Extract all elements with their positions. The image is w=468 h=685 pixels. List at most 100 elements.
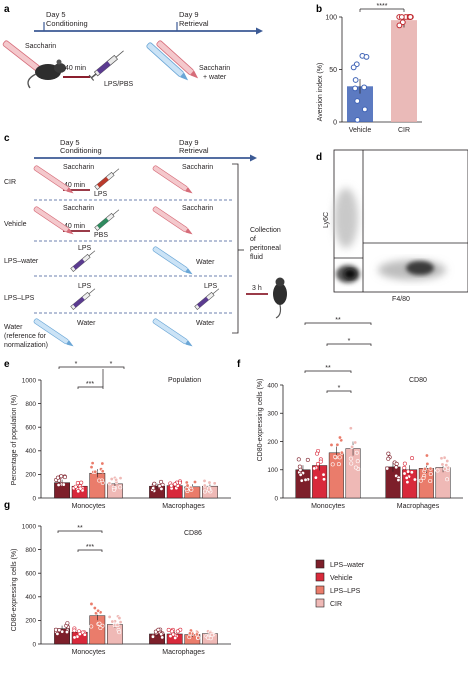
panel-b: b Aversion index (%) 0 50 100 Vehicle CIR **… (316, 3, 422, 134)
f-plot-point (337, 455, 342, 460)
e-plot-point (76, 489, 81, 494)
panel-f-sig-1: ** (335, 317, 341, 324)
f-plot-point (396, 478, 401, 483)
collection-line-3: peritoneal (250, 245, 281, 252)
g-plot-ytick-label: 800 (25, 547, 36, 554)
f-plot-point (298, 472, 303, 477)
mouse-icon-2 (273, 277, 287, 319)
panel-a-lpspbs: LPS/PBS (104, 81, 134, 88)
f-plot-point (418, 478, 423, 483)
b-point (350, 64, 357, 71)
b-point (352, 85, 359, 92)
f-plot-bar (328, 452, 344, 499)
row-lps-lps-right: LPS (204, 283, 218, 290)
legend: LPS–water Vehicle LPS–LPS CIR (315, 559, 365, 608)
panel-b-plot: 0 50 100 Vehicle CIR (325, 14, 417, 134)
f-plot-point (313, 475, 318, 480)
f-plot-point (315, 451, 320, 456)
b-point (354, 98, 361, 104)
g-plot-point (209, 632, 214, 637)
f-plot-point (428, 472, 433, 477)
f-plot-point (315, 461, 320, 466)
b-point (354, 117, 361, 123)
f-plot-point (445, 458, 450, 463)
g-plot-ytick-label: 600 (25, 571, 36, 578)
panel-g-ylabel: CD86-expressing cells (%) (11, 549, 18, 632)
b-ytick-label: 100 (325, 15, 337, 22)
e-plot-point (184, 487, 189, 492)
panel-g-label: g (4, 500, 10, 511)
e-plot-point (61, 482, 66, 487)
f-plot-point (394, 465, 399, 470)
timeline-arrow-icon (256, 27, 263, 35)
f-plot-point (405, 480, 410, 485)
e-plot-xtick-label: Macrophages (162, 503, 205, 510)
e-plot-point (207, 480, 212, 485)
panel-b-sig: **** (377, 3, 388, 10)
g-plot-point (150, 634, 155, 639)
e-plot-point (202, 478, 207, 483)
row-lps-water-right: Water (196, 259, 215, 266)
saccharin-pipette-icon-2 (156, 40, 199, 79)
legend-swatch-vehicle (315, 572, 325, 582)
b-point (407, 14, 414, 20)
panel-g-sig-2: *** (86, 544, 94, 551)
e-plot-point (202, 489, 207, 494)
f-plot-point (424, 453, 429, 458)
e-plot-point (100, 480, 105, 485)
f-plot-point (410, 456, 415, 461)
f-plot-point (444, 463, 449, 468)
f-plot-point (330, 462, 335, 467)
e-plot-point (78, 486, 83, 491)
panel-a-label: a (4, 4, 10, 15)
panel-a-saccharin: Saccharin (25, 43, 56, 50)
row-vehicle-min: 40 min (64, 223, 85, 230)
g-plot-xtick-label: Monocytes (72, 649, 106, 656)
b-xtick-label: CIR (398, 127, 410, 134)
legend-lps-water: LPS–water (330, 562, 365, 569)
f-plot-point (333, 454, 338, 459)
row-water-name3: normalization) (4, 342, 48, 349)
f-plot-point (312, 466, 317, 471)
g-plot-point (92, 606, 97, 611)
b-ytick-label: 50 (329, 67, 337, 74)
e-plot-point (159, 479, 164, 484)
panel-a-day9: Day 9 (179, 10, 199, 19)
water-pipette-icon (146, 42, 189, 81)
panel-f-sig-3: ** (325, 365, 331, 372)
e-plot-point (152, 481, 157, 486)
f-plot-point (335, 442, 340, 447)
panel-e-label: e (4, 359, 10, 370)
f-plot-point (386, 456, 391, 461)
b-point (352, 77, 359, 83)
g-plot-point (187, 631, 192, 636)
f-plot-point (445, 477, 450, 482)
g-plot-point (64, 629, 69, 634)
panel-e: e Percentage of population (%) Populatio… (4, 359, 231, 510)
panel-g-plot: 0 200 400 600 800 1000 Monocytes Macrophages (22, 523, 231, 656)
panel-b-label: b (316, 4, 322, 15)
panel-f-sig-4: * (338, 385, 341, 392)
g-plot-point (110, 619, 115, 624)
g-plot-point (89, 601, 94, 606)
e-plot-point (151, 486, 156, 491)
row-water-right: Water (196, 320, 215, 327)
e-plot-ytick-label: 600 (25, 425, 36, 432)
g-plot-point (77, 631, 82, 636)
f-plot-point (385, 466, 390, 471)
panel-c-3h: 3 h (252, 285, 262, 292)
f-plot-point (299, 478, 304, 483)
g-plot-ytick-label: 0 (32, 641, 36, 648)
b-point (361, 106, 368, 113)
f-plot-point (339, 450, 344, 455)
panel-f-label: f (237, 359, 241, 370)
panel-c-label: c (4, 133, 10, 144)
panel-e-ylabel: Percentage of population (%) (11, 395, 18, 486)
collection-line-1: Collection (250, 227, 281, 234)
e-plot-point (62, 475, 67, 480)
g-plot-point (53, 627, 58, 632)
g-plot-point (96, 608, 101, 613)
f-plot-ytick-label: 100 (267, 467, 278, 474)
panel-a: a Day 5 Conditioning Day 9 Retrieval Sac… (2, 4, 263, 89)
